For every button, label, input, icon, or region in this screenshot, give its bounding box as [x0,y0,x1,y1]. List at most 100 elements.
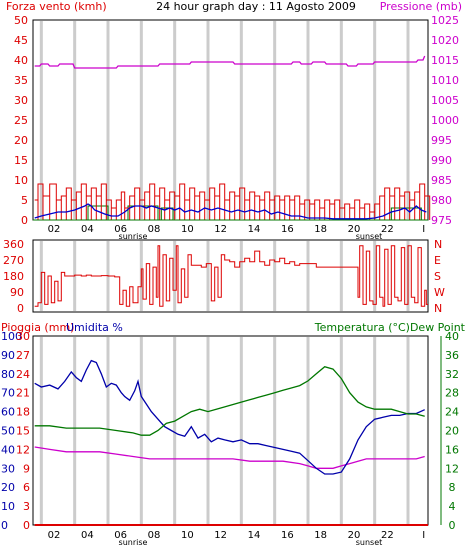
x-tick-label: 06 [114,530,127,541]
sunrise-label-top: sunrise [119,232,148,241]
humidity-y-tick-label: 60 [1,406,15,419]
humidity-y-tick-label: 10 [1,500,15,513]
humidity-y-tick-label: 30 [1,462,15,475]
pressure-y-tick-label: 975 [431,214,452,227]
wind-axis-title: Forza vento (kmh) [6,0,107,13]
x-tick-label: I [422,224,425,235]
wind-y-tick-label: 5 [21,194,28,207]
sunrise-label-bottom: sunrise [119,538,148,547]
direction-y-tick-label: 360 [3,238,24,251]
x-tick-label: 18 [314,224,327,235]
compass-tick-label: W [434,286,445,299]
wind-y-tick-label: 40 [14,54,28,67]
pressure-axis-title: Pressione (mb) [380,0,462,13]
compass-tick-label: N [434,238,442,251]
temperature-y-tick-label: 8 [449,481,456,494]
chart-title: 24 hour graph day : 11 Agosto 2009 [156,0,356,13]
rain-y-tick-label: 3 [23,500,30,513]
x-tick-label: 14 [248,530,261,541]
temperature-y-tick-label: 20 [445,425,459,438]
wind-gust-series [34,183,431,220]
x-tick-label: 22 [381,530,394,541]
temperature-y-tick-label: 24 [445,406,459,419]
rain-y-tick-label: 30 [16,330,30,343]
compass-tick-label: S [434,270,441,283]
x-tick-label: 16 [281,530,294,541]
plot-frame-2 [32,239,429,313]
rain-y-tick-label: 15 [16,425,30,438]
wind-direction-series [34,245,428,307]
pressure-y-tick-label: 1025 [431,14,459,27]
pressure-y-tick-label: 995 [431,134,452,147]
pressure-y-tick-label: 1000 [431,114,459,127]
temperature-y-tick-label: 28 [445,387,459,400]
wind-y-tick-label: 50 [14,14,28,27]
wind-y-tick-label: 25 [14,114,28,127]
temperature-y-tick-label: 0 [449,519,456,532]
avg-wind-series [34,203,427,220]
pressure-y-tick-label: 1015 [431,54,459,67]
pressure-y-tick-label: 985 [431,174,452,187]
temperature-y-tick-label: 16 [445,443,459,456]
temperature-y-tick-label: 36 [445,349,459,362]
pressure-y-tick-label: 990 [431,154,452,167]
humidity-series [34,359,425,475]
x-tick-label: 22 [381,224,394,235]
wind-y-tick-label: 0 [21,214,28,227]
humidity-axis-title: Umidita % [66,321,123,334]
direction-y-tick-label: 270 [3,254,24,267]
rain-y-tick-label: 0 [23,519,30,532]
direction-y-tick-label: 180 [3,270,24,283]
rain-y-tick-label: 24 [16,368,30,381]
rain-axis-title: Pioggia (mm) [1,321,74,334]
x-tick-label: 02 [48,224,61,235]
x-tick-label: 04 [81,530,94,541]
x-tick-label: 10 [181,224,194,235]
rain-y-tick-label: 6 [23,481,30,494]
x-tick-label: 10 [181,530,194,541]
x-tick-label: 20 [348,530,361,541]
temperature-axis-title: Temperatura (°C)Dew Point [314,321,466,334]
sunset-label-top: sunset [356,232,383,241]
temperature-series [34,365,425,436]
pressure-series [34,55,426,69]
temperature-y-tick-label: 32 [445,368,459,381]
x-tick-label: 12 [214,224,227,235]
chart-panels: 02 04 06 08 10 12 14 16 18 20 22 I02 04 06 08 10 12 14 16 1… [1,14,459,541]
wind-y-tick-label: 10 [14,174,28,187]
dew-point-series [34,446,425,469]
x-tick-label: I [422,530,425,541]
rain-y-tick-label: 27 [16,349,30,362]
plot-frame-3 [32,335,429,526]
rain-y-tick-label: 12 [16,443,30,456]
temperature-y-tick-label: 4 [449,500,456,513]
pressure-y-tick-label: 980 [431,194,452,207]
x-tick-label: 14 [248,224,261,235]
pressure-y-tick-label: 1010 [431,74,459,87]
wind-y-tick-label: 35 [14,74,28,87]
x-tick-label: 08 [148,224,161,235]
wind-y-tick-label: 30 [14,94,28,107]
humidity-y-tick-label: 50 [1,425,15,438]
humidity-y-tick-label: 70 [1,387,15,400]
humidity-y-tick-label: 20 [1,481,15,494]
direction-y-tick-label: 0 [17,302,24,315]
pressure-y-tick-label: 1005 [431,94,459,107]
humidity-y-tick-label: 100 [1,330,22,343]
direction-y-tick-label: 90 [10,286,24,299]
plot-frame-1 [32,19,429,221]
x-tick-label: 06 [114,224,127,235]
x-tick-label: 04 [81,224,94,235]
sunset-label-bottom: sunset [356,538,383,547]
temperature-y-tick-label: 40 [445,330,459,343]
compass-tick-label: N [434,302,442,315]
wind-y-tick-label: 45 [14,34,28,47]
pressure-y-tick-label: 1020 [431,34,459,47]
x-tick-label: 08 [148,530,161,541]
humidity-y-tick-label: 0 [1,519,8,532]
x-tick-label: 12 [214,530,227,541]
humidity-y-tick-label: 90 [1,349,15,362]
x-tick-label: 02 [48,530,61,541]
wind-y-tick-label: 20 [14,134,28,147]
